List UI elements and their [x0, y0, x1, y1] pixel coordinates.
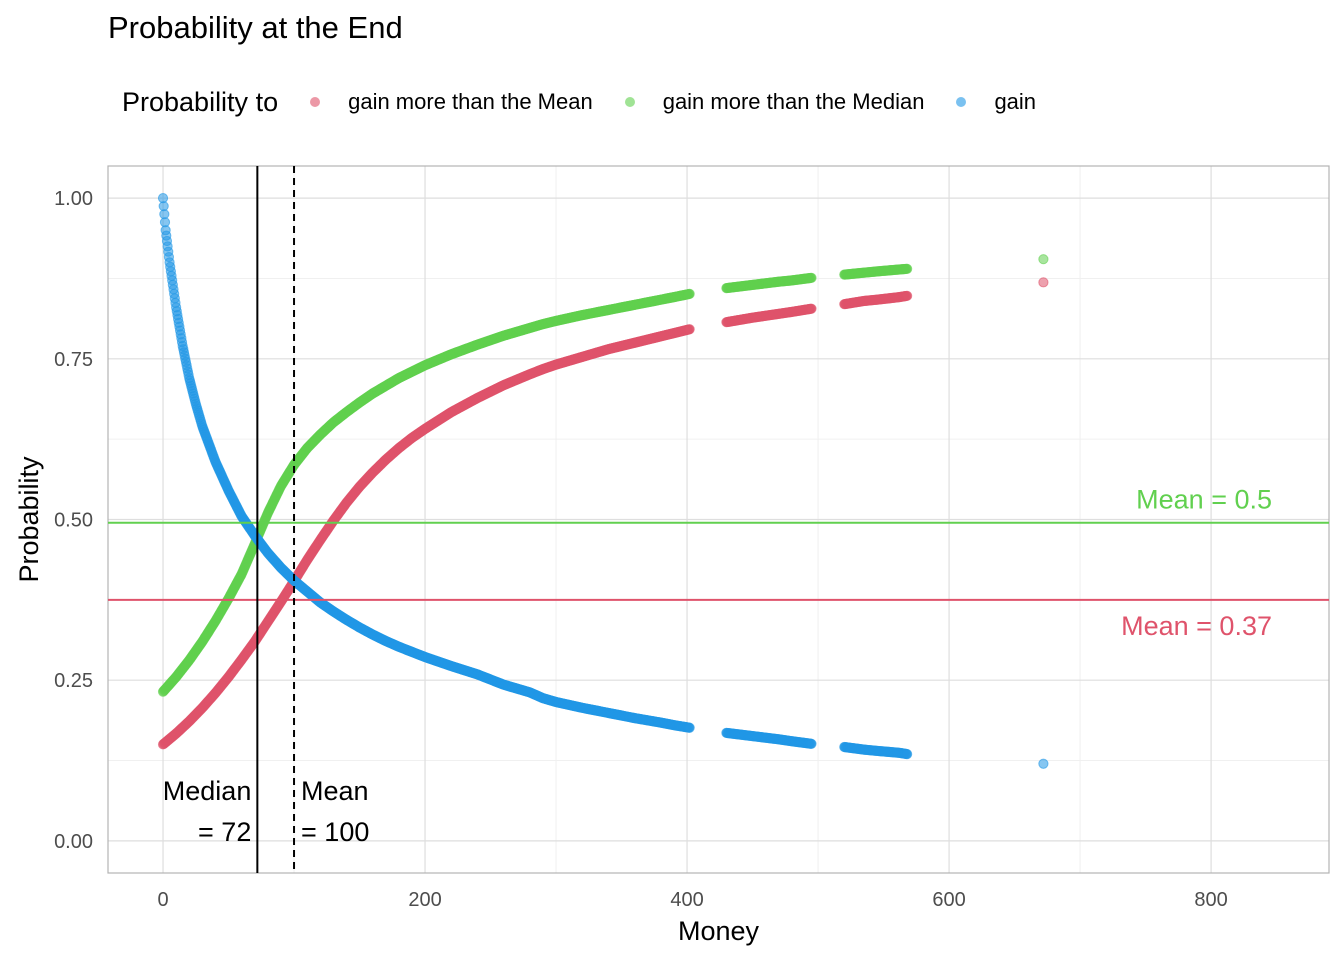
legend-label-gain: gain: [994, 89, 1037, 114]
legend-title: Probability to: [122, 86, 279, 117]
legend-key-gain-more-than-mean: [310, 97, 321, 107]
data-point: [902, 290, 913, 301]
data-point: [684, 324, 695, 335]
x-tick-label: 800: [1194, 889, 1227, 911]
x-tick-label: 0: [157, 889, 168, 911]
y-tick-label: 0.75: [54, 349, 93, 371]
y-tick-label: 0.00: [54, 831, 93, 853]
data-point: [684, 288, 695, 300]
legend-key-gain: [956, 97, 967, 107]
chart-title: Probability at the End: [108, 10, 403, 45]
panel-border: [107, 165, 1330, 874]
y-tick-label: 0.50: [54, 510, 93, 532]
vline-label: = 100: [301, 817, 369, 847]
data-point: [684, 722, 695, 733]
vline-label: Mean: [301, 776, 369, 806]
hline-label: Mean = 0.37: [1121, 611, 1272, 641]
y-axis-title: Probability: [14, 456, 44, 583]
legend-key-gain-more-than-median: [624, 97, 635, 107]
data-point: [806, 272, 817, 283]
x-axis-title: Money: [678, 916, 760, 946]
x-tick-label: 400: [670, 889, 703, 911]
x-tick-label: 600: [932, 889, 965, 911]
legend-item-gain-more-than-median: gain more than the Median: [621, 89, 925, 115]
data-point: [1038, 254, 1049, 265]
x-tick-label: 200: [408, 889, 441, 911]
hline-label: Mean = 0.5: [1136, 485, 1272, 515]
y-tick-label: 0.25: [54, 670, 93, 692]
data-point: [902, 748, 913, 760]
legend-item-gain: gain: [952, 89, 1036, 115]
data-point: [806, 303, 817, 314]
legend-item-gain-more-than-mean: gain more than the Mean: [306, 89, 593, 115]
legend-label-gain-more-than-mean: gain more than the Mean: [348, 89, 593, 114]
y-tick-label: 1.00: [54, 188, 93, 210]
data-point: [1038, 277, 1049, 288]
legend: Probability to gain more than the Mean g…: [122, 82, 1064, 122]
vline-label: Median: [163, 776, 252, 806]
vline-label: = 72: [198, 817, 251, 847]
data-point: [806, 738, 817, 749]
data-point: [902, 263, 913, 274]
data-point: [1038, 758, 1049, 769]
legend-label-gain-more-than-median: gain more than the Median: [662, 89, 925, 114]
